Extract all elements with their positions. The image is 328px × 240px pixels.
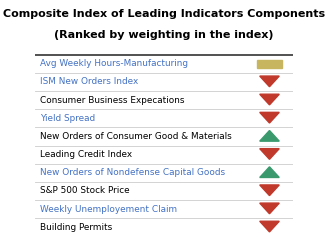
Polygon shape xyxy=(260,131,279,141)
Text: (Ranked by weighting in the index): (Ranked by weighting in the index) xyxy=(54,30,274,40)
Polygon shape xyxy=(260,167,279,177)
Polygon shape xyxy=(260,221,279,232)
Text: Weekly Unemployement Claim: Weekly Unemployement Claim xyxy=(40,204,178,214)
Polygon shape xyxy=(260,94,279,105)
Text: Yield Spread: Yield Spread xyxy=(40,114,96,123)
Polygon shape xyxy=(260,185,279,196)
Polygon shape xyxy=(260,203,279,214)
Text: S&P 500 Stock Price: S&P 500 Stock Price xyxy=(40,186,130,195)
Text: Avg Weekly Hours-Manufacturing: Avg Weekly Hours-Manufacturing xyxy=(40,59,189,68)
Text: New Orders of Nondefense Capital Goods: New Orders of Nondefense Capital Goods xyxy=(40,168,226,177)
FancyBboxPatch shape xyxy=(256,60,282,68)
Polygon shape xyxy=(260,112,279,123)
Polygon shape xyxy=(260,149,279,159)
Text: Building Permits: Building Permits xyxy=(40,223,113,232)
Text: ISM New Orders Index: ISM New Orders Index xyxy=(40,78,139,86)
Text: New Orders of Consumer Good & Materials: New Orders of Consumer Good & Materials xyxy=(40,132,232,141)
Polygon shape xyxy=(260,76,279,87)
Text: Composite Index of Leading Indicators Components: Composite Index of Leading Indicators Co… xyxy=(3,8,325,18)
Text: Consumer Business Expecations: Consumer Business Expecations xyxy=(40,96,185,105)
Text: Leading Credit Index: Leading Credit Index xyxy=(40,150,133,159)
